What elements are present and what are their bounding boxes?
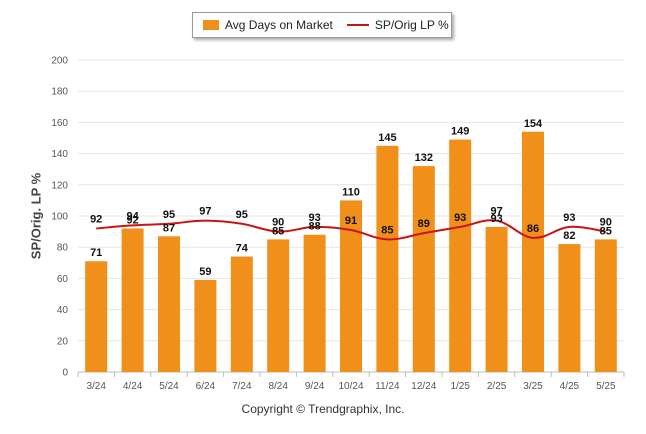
bar-data-label: 110 xyxy=(342,186,360,198)
line-data-label: 97 xyxy=(199,206,211,218)
line-data-label: 94 xyxy=(126,210,139,222)
x-tick-label: 5/24 xyxy=(159,381,179,392)
y-tick-label: 200 xyxy=(51,56,68,67)
bar-data-label: 132 xyxy=(415,152,433,164)
bar-data-label: 59 xyxy=(199,266,211,278)
y-tick-label: 20 xyxy=(57,336,69,347)
legend-label-bar: Avg Days on Market xyxy=(225,18,333,32)
bar xyxy=(230,256,253,372)
bar-data-label: 93 xyxy=(490,213,502,225)
x-tick-label: 4/25 xyxy=(560,381,580,392)
copyright-text: Copyright © Trendgraphix, Inc. xyxy=(241,402,405,416)
line-data-label: 95 xyxy=(163,209,175,221)
bar-data-label: 71 xyxy=(90,247,102,259)
line-data-label: 92 xyxy=(90,213,102,225)
y-tick-label: 180 xyxy=(51,87,68,98)
bar-data-label: 85 xyxy=(272,225,284,237)
x-tick-label: 8/24 xyxy=(268,381,288,392)
legend-swatch-line xyxy=(346,24,369,26)
x-tick-label: 10/24 xyxy=(338,381,363,392)
bar-data-label: 88 xyxy=(308,221,320,233)
x-tick-label: 3/24 xyxy=(86,381,106,392)
y-tick-label: 0 xyxy=(62,368,68,379)
y-tick-label: 160 xyxy=(51,118,68,129)
bar-data-label: 74 xyxy=(236,243,249,255)
bar-data-label: 154 xyxy=(524,118,543,130)
y-axis-title: SP/Orig. LP % xyxy=(28,172,44,260)
legend-item-line[interactable]: SP/Orig LP % xyxy=(346,18,449,32)
bar xyxy=(303,234,326,372)
bar xyxy=(194,279,217,372)
line-data-label: 91 xyxy=(345,215,357,227)
bar xyxy=(340,200,362,372)
legend-item-bar[interactable]: Avg Days on Market xyxy=(203,18,333,32)
line-data-label: 97 xyxy=(490,206,502,218)
line-data-label: 85 xyxy=(381,224,393,236)
bar xyxy=(85,261,108,372)
y-tick-label: 40 xyxy=(57,305,69,316)
y-tick-label: 60 xyxy=(57,274,69,285)
legend-swatch-bar xyxy=(203,20,219,30)
line-data-label: 93 xyxy=(563,212,575,224)
bar-data-label: 82 xyxy=(563,230,575,242)
x-tick-label: 7/24 xyxy=(232,381,252,392)
x-tick-label: 9/24 xyxy=(305,381,325,392)
legend-label-line: SP/Orig LP % xyxy=(374,18,449,32)
bar xyxy=(412,166,435,372)
y-tick-label: 80 xyxy=(57,243,69,254)
bar xyxy=(485,226,508,372)
x-tick-label: 1/25 xyxy=(450,381,470,392)
x-tick-label: 5/25 xyxy=(596,381,616,392)
legend: Avg Days on Market SP/Orig LP % xyxy=(192,12,452,38)
bar xyxy=(376,145,399,372)
bar-data-label: 149 xyxy=(451,126,469,138)
bar xyxy=(594,239,617,372)
bar-data-label: 145 xyxy=(378,132,396,144)
line-data-label: 95 xyxy=(236,209,248,221)
bar xyxy=(158,236,180,372)
x-tick-label: 3/25 xyxy=(523,381,543,392)
x-tick-label: 6/24 xyxy=(196,381,216,392)
line-data-label: 90 xyxy=(600,217,612,229)
line-data-label: 86 xyxy=(527,223,539,235)
y-tick-label: 100 xyxy=(51,212,68,223)
line-data-label: 93 xyxy=(308,212,320,224)
x-tick-label: 2/25 xyxy=(487,381,507,392)
bar-data-label: 87 xyxy=(163,222,175,234)
x-tick-label: 12/24 xyxy=(411,381,436,392)
bar xyxy=(449,139,472,372)
bar xyxy=(267,239,290,372)
bar-data-label: 85 xyxy=(600,225,612,237)
line-data-label: 93 xyxy=(454,212,466,224)
line-data-label: 89 xyxy=(418,218,430,230)
series-line xyxy=(96,219,606,241)
line-data-label: 90 xyxy=(272,217,284,229)
bar-data-label: 92 xyxy=(126,214,138,226)
y-tick-label: 120 xyxy=(51,180,68,191)
bar xyxy=(522,131,544,372)
x-tick-label: 4/24 xyxy=(123,381,143,392)
y-tick-label: 140 xyxy=(51,149,68,160)
bar xyxy=(558,244,581,372)
x-tick-label: 11/24 xyxy=(375,381,400,392)
bar xyxy=(121,228,144,372)
